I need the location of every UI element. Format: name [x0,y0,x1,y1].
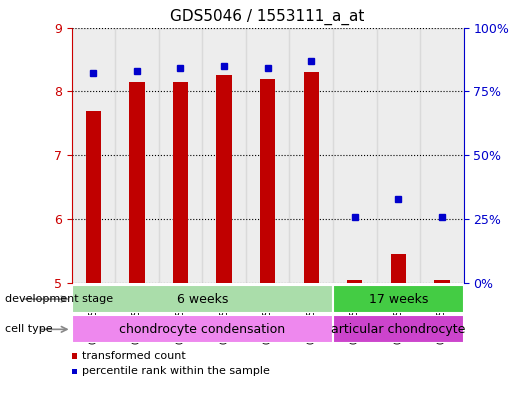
Bar [347,280,363,283]
Text: transformed count: transformed count [82,351,186,361]
Bar [333,285,464,313]
Bar [173,82,188,283]
Bar [115,28,158,283]
Text: development stage: development stage [5,294,113,304]
Bar [246,28,289,283]
Bar [216,75,232,283]
Text: chondrocyte condensation: chondrocyte condensation [119,323,285,336]
Bar [72,285,333,313]
Bar [435,280,449,283]
Bar [86,110,101,283]
Bar [420,28,464,283]
Bar [304,72,319,283]
Bar [333,28,377,283]
Bar [333,315,464,343]
Bar [72,28,115,283]
Bar [72,315,333,343]
Bar [260,79,275,283]
Bar [289,28,333,283]
Bar [202,28,246,283]
Bar [391,254,406,283]
Bar [377,28,420,283]
Bar [129,82,145,283]
Text: 17 weeks: 17 weeks [369,292,428,306]
Text: 6 weeks: 6 weeks [176,292,228,306]
Text: percentile rank within the sample: percentile rank within the sample [82,366,270,376]
Title: GDS5046 / 1553111_a_at: GDS5046 / 1553111_a_at [171,9,365,25]
Text: cell type: cell type [5,324,53,334]
Bar [158,28,202,283]
Text: articular chondrocyte: articular chondrocyte [331,323,465,336]
